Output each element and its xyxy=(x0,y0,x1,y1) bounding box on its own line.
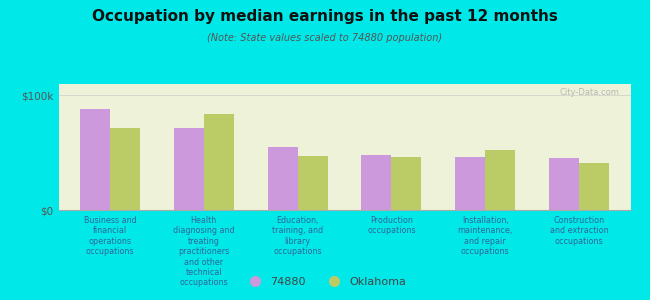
Text: Installation,
maintenance,
and repair
occupations: Installation, maintenance, and repair oc… xyxy=(458,216,513,256)
Bar xyxy=(455,157,485,210)
Legend: 74880, Oklahoma: 74880, Oklahoma xyxy=(239,273,411,291)
Text: Construction
and extraction
occupations: Construction and extraction occupations xyxy=(550,216,608,246)
Bar xyxy=(579,163,609,210)
Bar xyxy=(204,114,234,210)
Text: (Note: State values scaled to 74880 population): (Note: State values scaled to 74880 popu… xyxy=(207,33,443,43)
Text: Occupation by median earnings in the past 12 months: Occupation by median earnings in the pas… xyxy=(92,9,558,24)
Text: Business and
financial
operations
occupations: Business and financial operations occupa… xyxy=(84,216,136,256)
Bar xyxy=(80,109,110,210)
Bar xyxy=(549,158,579,210)
Text: City-Data.com: City-Data.com xyxy=(559,88,619,97)
Bar xyxy=(391,157,421,210)
Bar xyxy=(485,150,515,210)
Bar xyxy=(361,155,391,210)
Text: Education,
training, and
library
occupations: Education, training, and library occupat… xyxy=(272,216,323,256)
Bar xyxy=(174,128,204,210)
Text: Production
occupations: Production occupations xyxy=(367,216,416,236)
Bar xyxy=(298,156,328,210)
Bar xyxy=(268,147,298,210)
Bar xyxy=(110,128,140,210)
Text: Health
diagnosing and
treating
practitioners
and other
technical
occupations: Health diagnosing and treating practitio… xyxy=(173,216,235,287)
